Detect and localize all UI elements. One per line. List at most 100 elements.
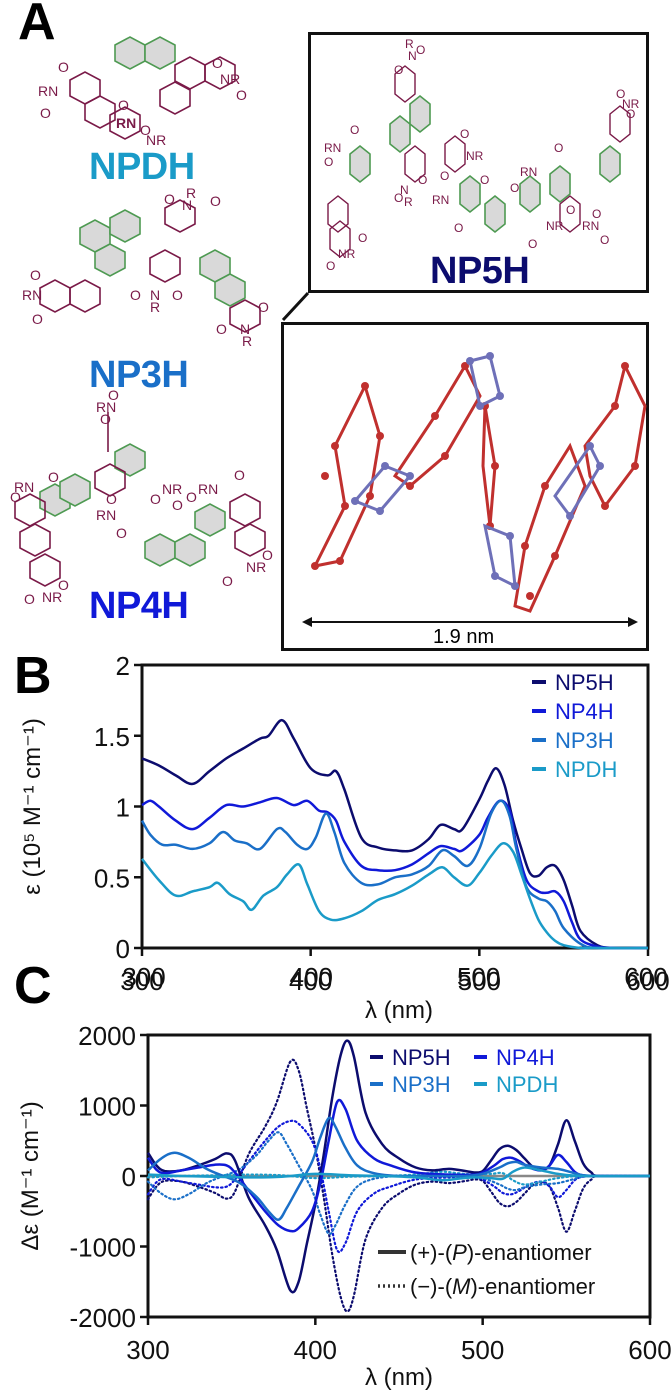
x-tick-label: 600 <box>628 1335 671 1365</box>
svg-text:O: O <box>394 63 403 77</box>
model-3d <box>311 352 647 613</box>
molecule-label-np3h: NP3H <box>89 354 189 396</box>
cd-chart: -2000 -1000 0 1000 2000 300 400 500 600 λ (nm) Δε … <box>17 962 671 1391</box>
svg-text:O: O <box>566 203 575 217</box>
svg-text:O: O <box>262 547 273 563</box>
svg-text:O: O <box>212 55 223 71</box>
svg-text:O: O <box>616 87 625 101</box>
svg-text:O: O <box>600 233 609 247</box>
svg-text:RN: RN <box>582 219 599 233</box>
svg-text:O: O <box>418 173 427 187</box>
svg-text:O: O <box>324 155 333 169</box>
scale-bar-arrow <box>302 617 638 627</box>
svg-text:RN: RN <box>38 83 58 99</box>
svg-text:RN: RN <box>14 479 34 495</box>
svg-text:O: O <box>140 122 151 138</box>
legend-label-npdh: NPDH <box>555 757 617 782</box>
series-line-p-npdh <box>147 1166 651 1182</box>
svg-text:R: R <box>405 37 414 51</box>
y-tick-label: -2000 <box>70 1303 137 1333</box>
svg-text:O: O <box>118 97 129 113</box>
svg-text:NR: NR <box>42 589 62 605</box>
svg-text:N: N <box>182 197 192 213</box>
svg-text:RN: RN <box>432 193 449 207</box>
svg-text:O: O <box>554 141 563 155</box>
svg-text:NR: NR <box>220 71 240 87</box>
x-tick-label: 600 <box>626 966 669 996</box>
svg-text:O: O <box>626 107 635 121</box>
svg-text:O: O <box>10 489 21 505</box>
series-line-npdh <box>141 842 648 950</box>
svg-text:O: O <box>440 169 449 183</box>
svg-text:O: O <box>234 467 245 483</box>
svg-text:O: O <box>394 191 403 205</box>
y-axis-label: Δε (M⁻¹ cm⁻¹) <box>17 1101 44 1250</box>
absorption-x-axis-label: λ (nm) <box>365 997 433 1024</box>
svg-text:O: O <box>32 311 43 327</box>
y-tick-label: 2 <box>116 651 130 681</box>
y-tick-label: 0.5 <box>94 863 130 893</box>
svg-text:O: O <box>130 287 141 303</box>
panel-c-letter: C <box>14 957 52 1015</box>
svg-text:O: O <box>150 491 161 507</box>
svg-text:O: O <box>358 231 367 245</box>
svg-text:O: O <box>454 221 463 235</box>
panel-b-letter: B <box>14 647 52 705</box>
y-tick-label: 1.5 <box>94 722 130 752</box>
svg-text:NR: NR <box>162 481 182 497</box>
molecule-label-np5h: NP5H <box>430 250 530 292</box>
svg-text:N: N <box>400 183 409 197</box>
svg-text:O: O <box>58 577 69 593</box>
y-tick-label: 2000 <box>78 1021 136 1051</box>
svg-text:O: O <box>172 287 183 303</box>
svg-text:O: O <box>350 123 359 137</box>
svg-text:O: O <box>116 525 127 541</box>
series-line-np5h <box>141 718 649 950</box>
x-tick-label: 400 <box>294 1335 337 1365</box>
panel-a-letter: A <box>18 0 56 51</box>
svg-text:O: O <box>416 43 425 57</box>
legend-label-np3h: NP3H <box>555 728 614 753</box>
svg-text:O: O <box>258 299 269 315</box>
svg-text:N: N <box>408 49 417 63</box>
series-line-np4h <box>141 796 649 950</box>
svg-text:O: O <box>164 191 175 207</box>
absorption-chart: 0 0.5 1 1.5 2 300 400 500 600 ε (10⁵ M⁻¹ cm⁻¹) NP5… <box>19 651 670 996</box>
svg-text:R: R <box>186 185 196 201</box>
svg-text:O: O <box>480 173 489 187</box>
svg-text:O: O <box>172 497 183 513</box>
svg-text:O: O <box>108 387 119 403</box>
np5h-structure-box <box>308 32 649 293</box>
series-line-np3h <box>140 799 649 950</box>
molecule-label-npdh: NPDH <box>89 146 195 188</box>
svg-text:O: O <box>236 87 247 103</box>
svg-text:RN: RN <box>324 141 341 155</box>
x-tick-label: 500 <box>458 966 501 996</box>
svg-text:O: O <box>592 207 601 221</box>
x-tick-label: 400 <box>289 966 332 996</box>
svg-text:O: O <box>24 591 35 607</box>
svg-text:NR: NR <box>622 97 640 111</box>
svg-text:R: R <box>404 195 413 209</box>
legend-label-np4h: NP4H <box>555 699 614 724</box>
svg-text:R: R <box>242 333 252 349</box>
svg-text:O: O <box>216 321 227 337</box>
svg-text:O: O <box>186 489 197 505</box>
svg-text:O: O <box>326 259 335 273</box>
scale-bar-label: 1.9 nm <box>433 626 495 648</box>
svg-text:O: O <box>40 105 51 121</box>
svg-text:O: O <box>210 193 221 209</box>
svg-text:R: R <box>150 299 160 315</box>
svg-text:N: N <box>240 321 250 337</box>
svg-text:N: N <box>150 287 160 303</box>
svg-text:RN: RN <box>520 165 537 179</box>
x-tick-label: 300 <box>126 1335 169 1365</box>
svg-text:NR: NR <box>246 559 266 575</box>
linestyle-label-solid: (+)-(P)-enantiomer <box>410 1240 592 1265</box>
svg-text:O: O <box>510 181 519 195</box>
svg-text:O: O <box>106 491 117 507</box>
svg-text:NR: NR <box>546 219 564 233</box>
